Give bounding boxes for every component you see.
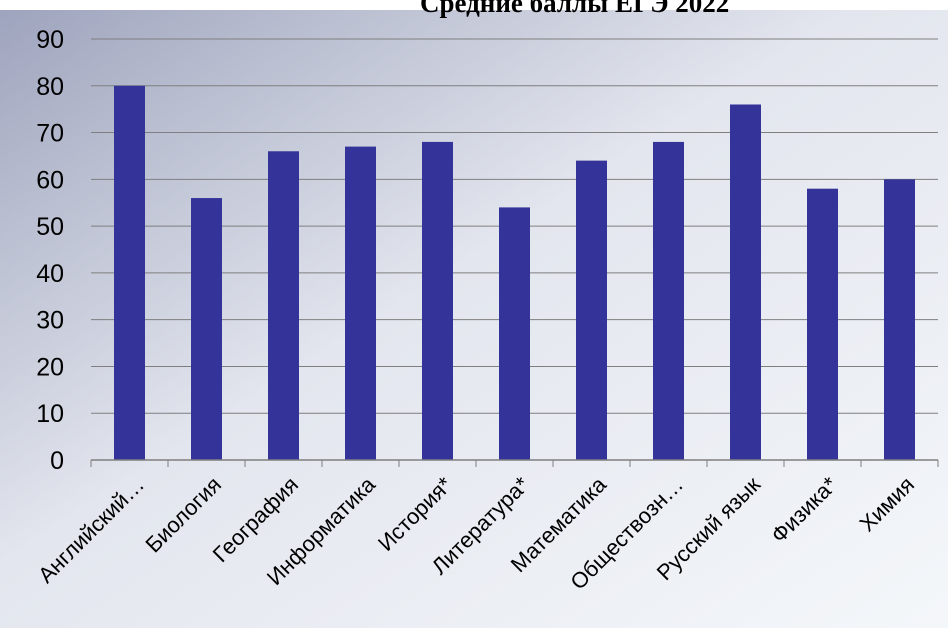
y-axis-ticks: 0 10 20 30 40 50 60 70 80 90: [36, 26, 64, 475]
x-axis: [90, 459, 939, 467]
chart-title: Средние баллы ЕГЭ 2022: [420, 0, 730, 18]
chart-background: [0, 10, 948, 628]
bar: [345, 146, 376, 461]
bar: [191, 198, 222, 461]
y-tick-label: 0: [50, 447, 64, 475]
y-tick-label: 70: [36, 120, 64, 148]
y-tick-label: 50: [36, 213, 64, 241]
bar: [884, 179, 915, 461]
y-tick-label: 90: [36, 26, 64, 54]
bar: [268, 151, 299, 460]
y-tick-label: 30: [36, 307, 64, 335]
y-tick-label: 60: [36, 166, 64, 194]
bar: [499, 207, 530, 460]
bar: [114, 85, 145, 461]
bar: [807, 188, 838, 460]
bar: [422, 141, 453, 460]
y-tick-label: 10: [36, 400, 64, 428]
y-tick-label: 80: [36, 73, 64, 101]
y-tick-label: 20: [36, 353, 64, 381]
bar: [653, 141, 684, 460]
bar: [576, 160, 607, 460]
y-tick-label: 40: [36, 260, 64, 288]
bar: [730, 104, 761, 460]
bars: [114, 85, 915, 461]
